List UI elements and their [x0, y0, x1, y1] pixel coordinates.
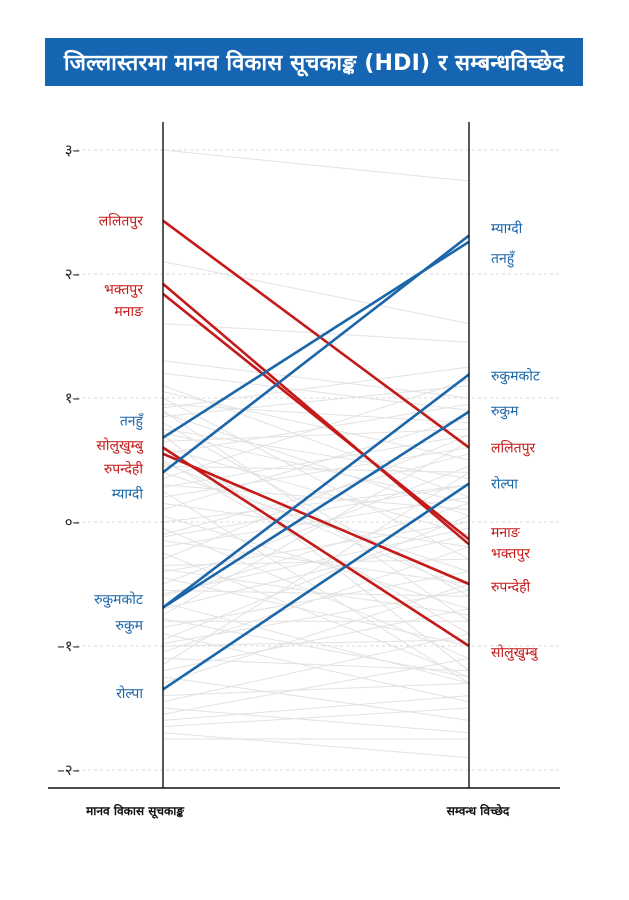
background-line: [162, 385, 470, 418]
right-district-label: ललितपुर: [491, 440, 536, 457]
background-line: [162, 707, 470, 734]
background-line: [162, 360, 470, 399]
background-line: [162, 732, 470, 759]
background-line: [162, 440, 470, 616]
background-line: [162, 695, 470, 721]
background-line: [162, 682, 470, 697]
background-line: [162, 149, 470, 182]
left-district-label: रुपन्देही: [104, 461, 144, 478]
series-line: [162, 219, 470, 449]
background-line: [162, 618, 470, 678]
left-district-label: तनहुँ: [120, 412, 144, 430]
background-line: [162, 434, 470, 560]
left-district-label: रोल्पा: [116, 685, 143, 702]
background-line: [162, 676, 470, 721]
background-line: [162, 589, 470, 597]
right-district-label: रुपन्देही: [491, 578, 531, 595]
left-district-label: ललितपुर: [99, 213, 144, 230]
district-labels: ललितपुर भक्तपुर मनाङ तनहुँ सोलुखुम्बु रुपन्दे…: [94, 213, 541, 702]
y-tick-label: १–: [65, 389, 80, 407]
background-line: [162, 397, 470, 560]
background-line: [162, 515, 470, 641]
right-district-label: सोलुखुम्बु: [491, 644, 539, 661]
left-district-label: म्याग्दी: [112, 485, 144, 502]
right-district-label: म्याग्दी: [491, 220, 523, 237]
background-line: [162, 462, 470, 591]
right-district-label: मनाङ: [491, 525, 521, 541]
background-line: [162, 471, 470, 666]
y-tick-label: –२–: [57, 761, 80, 779]
left-district-label: मनाङ: [114, 304, 144, 320]
background-lines: [162, 149, 470, 759]
background-line: [162, 707, 470, 728]
background-line: [162, 453, 470, 535]
chart-title: जिल्लास्तरमा मानव विकास सूचकाङ्क (HDI) र…: [63, 51, 565, 76]
right-district-label: तनहुँ: [491, 250, 515, 268]
background-line: [162, 261, 470, 325]
series-line: [162, 282, 470, 546]
background-line: [162, 391, 470, 461]
series-line: [162, 446, 470, 648]
y-tick-label: ३–: [65, 141, 80, 159]
title-banner: जिल्लास्तरमा मानव विकास सूचकाङ्क (HDI) र…: [45, 38, 583, 86]
background-line: [162, 533, 470, 610]
background-line: [162, 428, 470, 442]
series-line: [162, 410, 470, 609]
series-line: [162, 292, 470, 541]
background-line: [162, 657, 470, 715]
series-line: [162, 482, 470, 691]
background-line: [162, 589, 470, 645]
series-line: [162, 452, 470, 586]
grid-layer: [70, 149, 560, 771]
left-district-label: भक्तपुर: [104, 282, 143, 298]
series-line: [162, 373, 470, 609]
y-tick-label: २–: [65, 265, 80, 283]
series-line: [162, 234, 470, 474]
y-tick-label: –१–: [57, 637, 80, 655]
right-district-label: रोल्पा: [491, 476, 518, 493]
right-district-label: भक्तपुर: [491, 546, 530, 562]
background-line: [162, 633, 470, 703]
x-axis-label-right: सम्वन्ध विच्छेद: [446, 804, 510, 818]
background-line: [162, 608, 470, 672]
background-line: [162, 502, 470, 597]
left-district-label: रुकुमकोट: [94, 591, 144, 608]
background-line: [162, 416, 470, 511]
background-line: [162, 378, 470, 480]
right-district-label: रुकुमकोट: [491, 368, 541, 385]
background-line: [162, 657, 470, 672]
highlighted-lines: [162, 219, 470, 691]
background-line: [162, 639, 470, 647]
y-tick-labels: ३– २– १– ०– –१– –२–: [57, 141, 80, 779]
background-line: [162, 465, 470, 585]
background-line: [162, 366, 470, 409]
right-district-label: रुकुम: [491, 403, 519, 419]
background-line: [162, 465, 470, 473]
background-line: [162, 372, 470, 411]
background-line: [162, 412, 470, 517]
background-line: [162, 432, 470, 504]
x-axis-label-left: मानव विकास सूचकाङ्क: [85, 804, 185, 819]
background-line: [162, 577, 470, 647]
left-district-label: सोलुखुम्बु: [96, 437, 144, 454]
background-line: [162, 568, 470, 616]
background-line: [162, 527, 470, 595]
background-line: [162, 484, 470, 523]
y-tick-label: ०–: [65, 513, 80, 531]
background-line: [162, 583, 470, 684]
left-district-label: रुकुम: [116, 618, 144, 634]
